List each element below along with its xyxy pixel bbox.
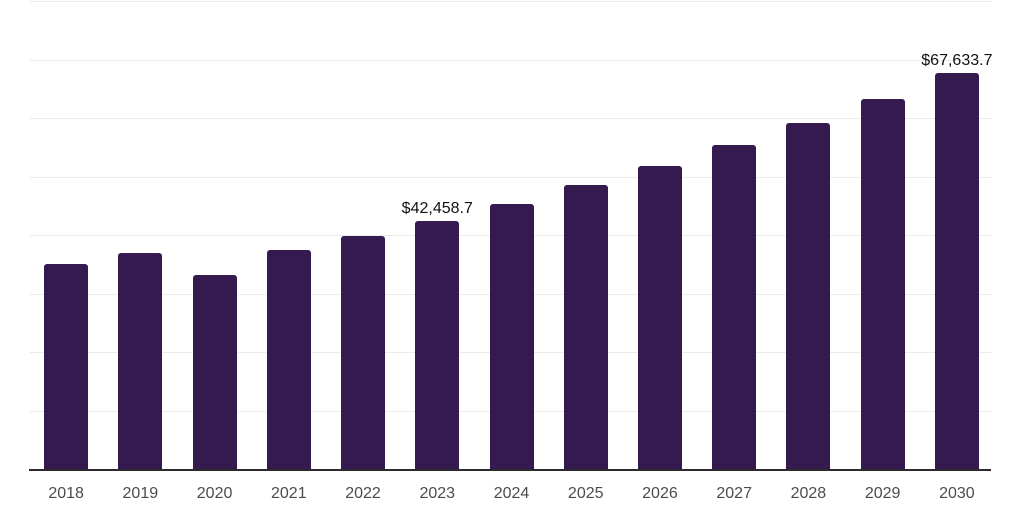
x-tick-label-2028: 2028 [790, 485, 827, 502]
bar-2018[interactable] [44, 264, 89, 469]
bar-2030[interactable] [934, 73, 979, 469]
bar-2020[interactable] [192, 275, 237, 469]
x-tick-label-2022: 2022 [345, 485, 381, 502]
x-tick-label-2019: 2019 [122, 485, 159, 502]
bar-2024[interactable] [489, 203, 534, 469]
data-label-2023: $42,458.7 [401, 199, 473, 217]
x-tick-label-2023: 2023 [419, 485, 456, 502]
x-axis-line [29, 468, 991, 471]
gridline-70000 [30, 59, 991, 61]
bar-2022[interactable] [341, 235, 386, 469]
x-tick-label-2024: 2024 [493, 485, 530, 502]
bar-2023[interactable] [415, 220, 460, 469]
gridline-60000 [30, 118, 991, 119]
gridline-50000 [30, 176, 991, 178]
x-tick-label-2025: 2025 [567, 485, 604, 502]
x-tick-label-2030: 2030 [939, 485, 975, 502]
x-tick-label-2027: 2027 [716, 485, 752, 502]
x-tick-label-2029: 2029 [864, 485, 901, 502]
bar-2021[interactable] [266, 249, 311, 469]
bar-2028[interactable] [786, 122, 831, 469]
bar-2026[interactable] [637, 165, 682, 469]
bar-2027[interactable] [712, 144, 757, 469]
x-tick-label-2026: 2026 [642, 485, 678, 502]
x-tick-label-2020: 2020 [196, 485, 233, 502]
x-tick-label-2018: 2018 [48, 485, 84, 502]
bar-2019[interactable] [118, 252, 163, 469]
x-tick-label-2021: 2021 [271, 485, 307, 502]
data-label-2030: $67,633.7 [921, 52, 993, 70]
gridline-80000 [30, 1, 991, 2]
bar-2025[interactable] [563, 185, 608, 469]
bar-2029[interactable] [860, 98, 905, 469]
